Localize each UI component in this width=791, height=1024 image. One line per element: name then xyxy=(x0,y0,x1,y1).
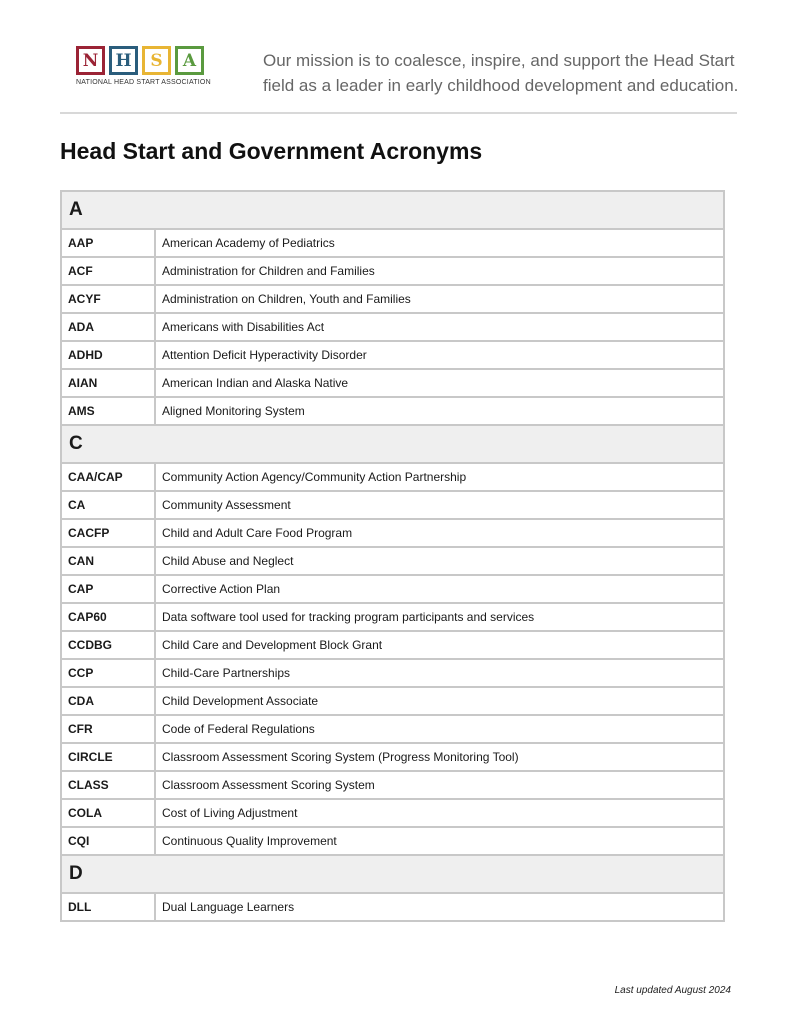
table-row: CA Community Assessment xyxy=(60,490,725,520)
acronym-cell: ACF xyxy=(60,256,156,286)
logo-letter-box: S xyxy=(142,46,171,75)
acronym-cell: AAP xyxy=(60,228,156,258)
page-title: Head Start and Government Acronyms xyxy=(60,138,483,164)
table-row: CFR Code of Federal Regulations xyxy=(60,714,725,744)
table-row: CAP Corrective Action Plan xyxy=(60,574,725,604)
table-row: ACYF Administration on Children, Youth an… xyxy=(60,284,725,314)
definition-cell: American Indian and Alaska Native xyxy=(154,368,725,398)
acronym-cell: CA xyxy=(60,490,156,520)
definition-cell: Cost of Living Adjustment xyxy=(154,798,725,828)
mission-line: Our mission is to coalesce, inspire, and… xyxy=(263,51,735,70)
logo-letter-box: A xyxy=(175,46,204,75)
definition-cell: Child-Care Partnerships xyxy=(154,658,725,688)
mission-statement: Our mission is to coalesce, inspire, and… xyxy=(263,48,743,98)
definition-cell: Continuous Quality Improvement xyxy=(154,826,725,856)
table-row: CQI Continuous Quality Improvement xyxy=(60,826,725,856)
definition-cell: Child Care and Development Block Grant xyxy=(154,630,725,660)
section-header-row: C xyxy=(60,424,725,464)
definition-cell: Administration on Children, Youth and Fa… xyxy=(154,284,725,314)
table-row: AMS Aligned Monitoring System xyxy=(60,396,725,426)
acronym-table: A AAP American Academy of Pediatrics ACF Adm… xyxy=(60,190,725,922)
logo-letter-box: H xyxy=(109,46,138,75)
acronym-cell: CIRCLE xyxy=(60,742,156,772)
definition-cell: Dual Language Learners xyxy=(154,892,725,922)
table-row: CAN Child Abuse and Neglect xyxy=(60,546,725,576)
acronym-cell: CLASS xyxy=(60,770,156,800)
mission-line: field as a leader in early childhood dev… xyxy=(263,76,739,95)
definition-cell: Administration for Children and Families xyxy=(154,256,725,286)
section-letter: A xyxy=(60,190,725,230)
definition-cell: Americans with Disabilities Act xyxy=(154,312,725,342)
definition-cell: Child Abuse and Neglect xyxy=(154,546,725,576)
acronym-cell: ADA xyxy=(60,312,156,342)
table-row: ACF Administration for Children and Famil… xyxy=(60,256,725,286)
acronym-cell: CQI xyxy=(60,826,156,856)
last-updated: Last updated August 2024 xyxy=(614,985,731,996)
definition-cell: Community Assessment xyxy=(154,490,725,520)
table-row: CCDBG Child Care and Development Block Gr… xyxy=(60,630,725,660)
section-letter: D xyxy=(60,854,725,894)
table-row: CCP Child-Care Partnerships xyxy=(60,658,725,688)
definition-cell: Community Action Agency/Community Action… xyxy=(154,462,725,492)
acronym-cell: CACFP xyxy=(60,518,156,548)
table-row: CDA Child Development Associate xyxy=(60,686,725,716)
acronym-cell: DLL xyxy=(60,892,156,922)
logo-letter-box: N xyxy=(76,46,105,75)
acronym-cell: COLA xyxy=(60,798,156,828)
definition-cell: Corrective Action Plan xyxy=(154,574,725,604)
acronym-cell: CAN xyxy=(60,546,156,576)
section-letter: C xyxy=(60,424,725,464)
definition-cell: Data software tool used for tracking pro… xyxy=(154,602,725,632)
table-row: CIRCLE Classroom Assessment Scoring Syste… xyxy=(60,742,725,772)
acronym-cell: AMS xyxy=(60,396,156,426)
acronym-cell: CCP xyxy=(60,658,156,688)
table-row: DLL Dual Language Learners xyxy=(60,892,725,922)
acronym-cell: CAA/CAP xyxy=(60,462,156,492)
table-row: CACFP Child and Adult Care Food Program xyxy=(60,518,725,548)
acronym-cell: CAP60 xyxy=(60,602,156,632)
table-row: CAA/CAP Community Action Agency/Community… xyxy=(60,462,725,492)
definition-cell: Code of Federal Regulations xyxy=(154,714,725,744)
acronym-cell: CFR xyxy=(60,714,156,744)
definition-cell: Classroom Assessment Scoring System xyxy=(154,770,725,800)
definition-cell: Child and Adult Care Food Program xyxy=(154,518,725,548)
definition-cell: Aligned Monitoring System xyxy=(154,396,725,426)
table-row: ADA Americans with Disabilities Act xyxy=(60,312,725,342)
table-row: AIAN American Indian and Alaska Native xyxy=(60,368,725,398)
table-row: COLA Cost of Living Adjustment xyxy=(60,798,725,828)
table-row: CAP60 Data software tool used for trackin… xyxy=(60,602,725,632)
acronym-cell: CCDBG xyxy=(60,630,156,660)
definition-cell: American Academy of Pediatrics xyxy=(154,228,725,258)
section-header-row: A xyxy=(60,190,725,230)
acronym-cell: AIAN xyxy=(60,368,156,398)
section-header-row: D xyxy=(60,854,725,894)
divider xyxy=(60,112,737,114)
acronym-cell: ACYF xyxy=(60,284,156,314)
acronym-cell: CAP xyxy=(60,574,156,604)
acronym-cell: ADHD xyxy=(60,340,156,370)
logo-subtitle: NATIONAL HEAD START ASSOCIATION xyxy=(76,79,211,86)
table-row: CLASS Classroom Assessment Scoring System xyxy=(60,770,725,800)
table-row: AAP American Academy of Pediatrics xyxy=(60,228,725,258)
definition-cell: Classroom Assessment Scoring System (Pro… xyxy=(154,742,725,772)
definition-cell: Child Development Associate xyxy=(154,686,725,716)
definition-cell: Attention Deficit Hyperactivity Disorder xyxy=(154,340,725,370)
acronym-cell: CDA xyxy=(60,686,156,716)
table-row: ADHD Attention Deficit Hyperactivity Diso… xyxy=(60,340,725,370)
